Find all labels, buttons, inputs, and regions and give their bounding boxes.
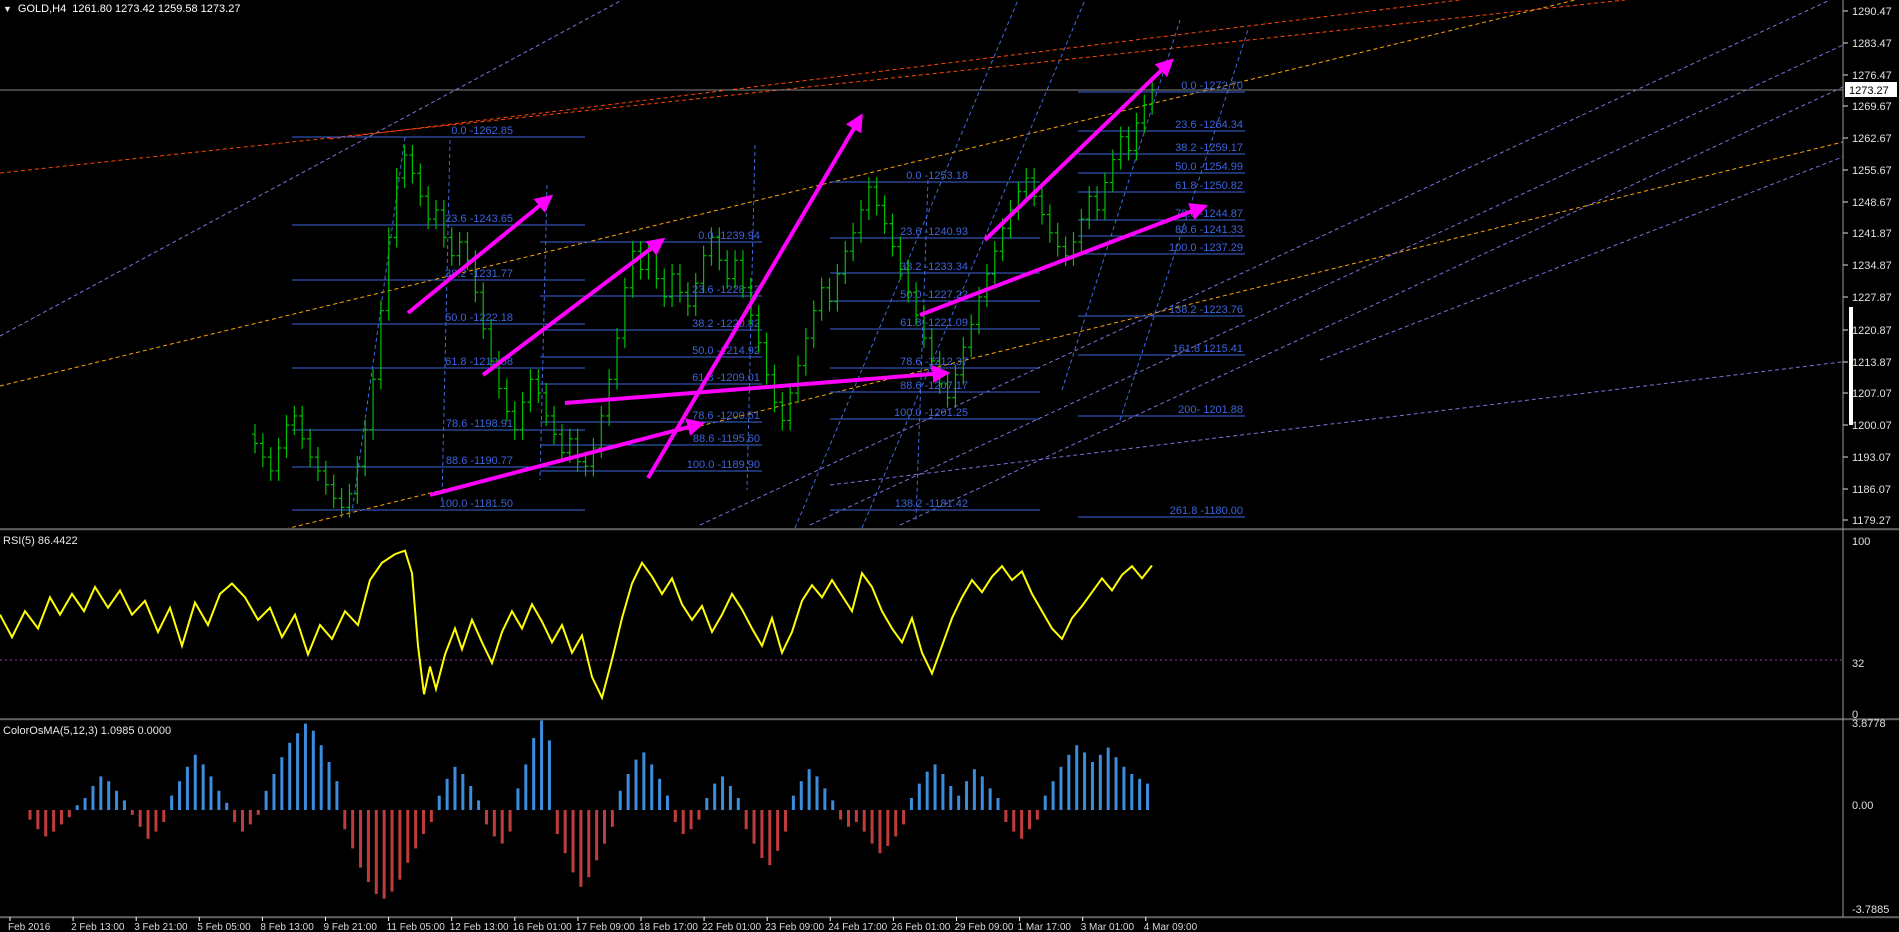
- svg-text:1290.47: 1290.47: [1852, 6, 1892, 18]
- trend-lines: [0, 0, 1843, 528]
- svg-text:50.0 -1254.99: 50.0 -1254.99: [1175, 161, 1243, 173]
- svg-text:1283.47: 1283.47: [1852, 38, 1892, 50]
- svg-text:78.6 -1200.61: 78.6 -1200.61: [692, 410, 760, 422]
- svg-text:1276.47: 1276.47: [1852, 70, 1892, 82]
- svg-text:1 Mar 17:00: 1 Mar 17:00: [1018, 922, 1072, 932]
- time-axis[interactable]: Feb 2016 2 Feb 13:00 3 Feb 21:00 5 Feb 05:0…: [8, 917, 1198, 932]
- svg-text:1234.87: 1234.87: [1852, 260, 1892, 272]
- svg-text:38.2 -1259.17: 38.2 -1259.17: [1175, 142, 1243, 154]
- svg-text:5 Feb 05:00: 5 Feb 05:00: [197, 922, 251, 932]
- svg-text:3.8778: 3.8778: [1852, 718, 1886, 730]
- svg-text:0.00: 0.00: [1852, 800, 1873, 812]
- svg-text:100.0 -1201.25: 100.0 -1201.25: [894, 407, 968, 419]
- svg-text:138.2 -1181.42: 138.2 -1181.42: [895, 498, 968, 510]
- svg-text:Feb 2016: Feb 2016: [8, 922, 51, 932]
- svg-text:1200.07: 1200.07: [1852, 420, 1892, 432]
- svg-text:23.6 -1243.65: 23.6 -1243.65: [445, 213, 513, 225]
- svg-text:1220.87: 1220.87: [1852, 325, 1892, 337]
- svg-text:3 Mar 01:00: 3 Mar 01:00: [1081, 922, 1135, 932]
- svg-text:12 Feb 13:00: 12 Feb 13:00: [450, 922, 509, 932]
- svg-text:0.0 -1253.18: 0.0 -1253.18: [906, 170, 968, 182]
- svg-text:0.0 -1272.70: 0.0 -1272.70: [1181, 80, 1243, 92]
- svg-text:1179.27: 1179.27: [1852, 515, 1891, 527]
- pane-separators[interactable]: [0, 528, 1899, 919]
- svg-text:100: 100: [1852, 536, 1870, 548]
- svg-text:50.0 -1227.22: 50.0 -1227.22: [900, 289, 968, 301]
- svg-text:38.2 -1220.82: 38.2 -1220.82: [692, 318, 760, 330]
- svg-text:38.2 -1233.34: 38.2 -1233.34: [900, 261, 968, 273]
- svg-text:29 Feb 09:00: 29 Feb 09:00: [955, 922, 1014, 932]
- svg-text:1207.07: 1207.07: [1852, 388, 1892, 400]
- svg-text:23.6 -1240.93: 23.6 -1240.93: [900, 226, 968, 238]
- svg-text:88.6 -1207.17: 88.6 -1207.17: [900, 380, 968, 392]
- svg-text:1269.67: 1269.67: [1852, 101, 1892, 113]
- svg-text:1227.87: 1227.87: [1852, 292, 1892, 304]
- svg-text:138.2 -1223.76: 138.2 -1223.76: [1169, 304, 1243, 316]
- svg-text:18 Feb 17:00: 18 Feb 17:00: [639, 922, 698, 932]
- svg-text:8 Feb 13:00: 8 Feb 13:00: [260, 922, 314, 932]
- svg-text:78.6 -1212.37: 78.6 -1212.37: [900, 356, 968, 368]
- svg-text:0.0 -1262.85: 0.0 -1262.85: [451, 125, 513, 137]
- trend-arrows: [406, 58, 1209, 497]
- svg-text:78.6 -1198.91: 78.6 -1198.91: [446, 418, 513, 430]
- osma-pane[interactable]: [28, 719, 1150, 899]
- svg-text:4 Mar 09:00: 4 Mar 09:00: [1144, 922, 1198, 932]
- svg-text:2 Feb 13:00: 2 Feb 13:00: [71, 922, 125, 932]
- svg-text:200- 1201.88: 200- 1201.88: [1178, 404, 1243, 416]
- price-axis[interactable]: 1290.47 1283.47 1276.47 1269.67 1262.67 1255.…: [1842, 0, 1897, 917]
- svg-text:16 Feb 01:00: 16 Feb 01:00: [513, 922, 572, 932]
- svg-text:61.8 -1250.82: 61.8 -1250.82: [1175, 180, 1243, 192]
- svg-text:88.6 -1195.60: 88.6 -1195.60: [693, 433, 760, 445]
- symbol-ohlc-values: 1261.80 1273.42 1259.58 1273.27: [72, 3, 241, 15]
- svg-text:23 Feb 09:00: 23 Feb 09:00: [765, 922, 824, 932]
- svg-text:1186.07: 1186.07: [1852, 484, 1891, 496]
- svg-text:0: 0: [1852, 709, 1858, 721]
- svg-text:-3.7885: -3.7885: [1852, 904, 1889, 916]
- svg-text:100.0 -1189.90: 100.0 -1189.90: [687, 459, 760, 471]
- svg-text:3 Feb 21:00: 3 Feb 21:00: [134, 922, 188, 932]
- svg-text:100.0 -1237.29: 100.0 -1237.29: [1169, 242, 1243, 254]
- svg-text:88.6 -1241.33: 88.6 -1241.33: [1175, 224, 1243, 236]
- svg-text:23.6 -1264.34: 23.6 -1264.34: [1175, 119, 1243, 131]
- svg-text:1273.27: 1273.27: [1849, 85, 1889, 97]
- svg-text:1262.67: 1262.67: [1852, 133, 1892, 145]
- svg-text:1241.87: 1241.87: [1852, 228, 1892, 240]
- svg-text:261.8 -1180.00: 261.8 -1180.00: [1170, 505, 1243, 517]
- price-ohlc-bars: [252, 79, 1156, 518]
- svg-text:22 Feb 01:00: 22 Feb 01:00: [702, 922, 761, 932]
- svg-text:11 Feb 05:00: 11 Feb 05:00: [387, 922, 446, 932]
- rsi-indicator-label: RSI(5) 86.4422: [3, 535, 78, 547]
- svg-text:1193.07: 1193.07: [1852, 452, 1891, 464]
- svg-text:1255.67: 1255.67: [1852, 165, 1892, 177]
- svg-text:61.8 -1221.09: 61.8 -1221.09: [900, 317, 968, 329]
- svg-text:17 Feb 09:00: 17 Feb 09:00: [576, 922, 635, 932]
- svg-text:1213.87: 1213.87: [1852, 357, 1892, 369]
- symbol-name: GOLD,H4: [17, 3, 67, 15]
- svg-text:161.8 1215.41: 161.8 1215.41: [1173, 343, 1243, 355]
- svg-text:9 Feb 21:00: 9 Feb 21:00: [324, 922, 378, 932]
- axis-scale-marker: [1849, 307, 1853, 425]
- svg-text:50.0 -1214.92: 50.0 -1214.92: [692, 345, 760, 357]
- symbol-title: ▼ GOLD,H4 1261.80 1273.42 1259.58 1273.2…: [3, 3, 240, 15]
- svg-text:1248.67: 1248.67: [1852, 197, 1892, 209]
- svg-text:24 Feb 17:00: 24 Feb 17:00: [828, 922, 887, 932]
- svg-text:32: 32: [1852, 658, 1864, 670]
- svg-text:23.6 -1228.13: 23.6 -1228.13: [692, 284, 760, 296]
- window-marker-icon: ▼: [3, 4, 12, 14]
- svg-text:88.6 -1190.77: 88.6 -1190.77: [446, 455, 513, 467]
- svg-text:50.0 -1222.18: 50.0 -1222.18: [445, 312, 513, 324]
- osma-indicator-label: ColorOsMA(5,12,3) 1.0985 0.0000: [3, 725, 172, 737]
- svg-text:26 Feb 01:00: 26 Feb 01:00: [891, 922, 950, 932]
- svg-text:100.0 -1181.50: 100.0 -1181.50: [440, 498, 513, 510]
- svg-text:0.0 -1239.94: 0.0 -1239.94: [698, 230, 760, 242]
- rsi-pane[interactable]: [0, 549, 1843, 701]
